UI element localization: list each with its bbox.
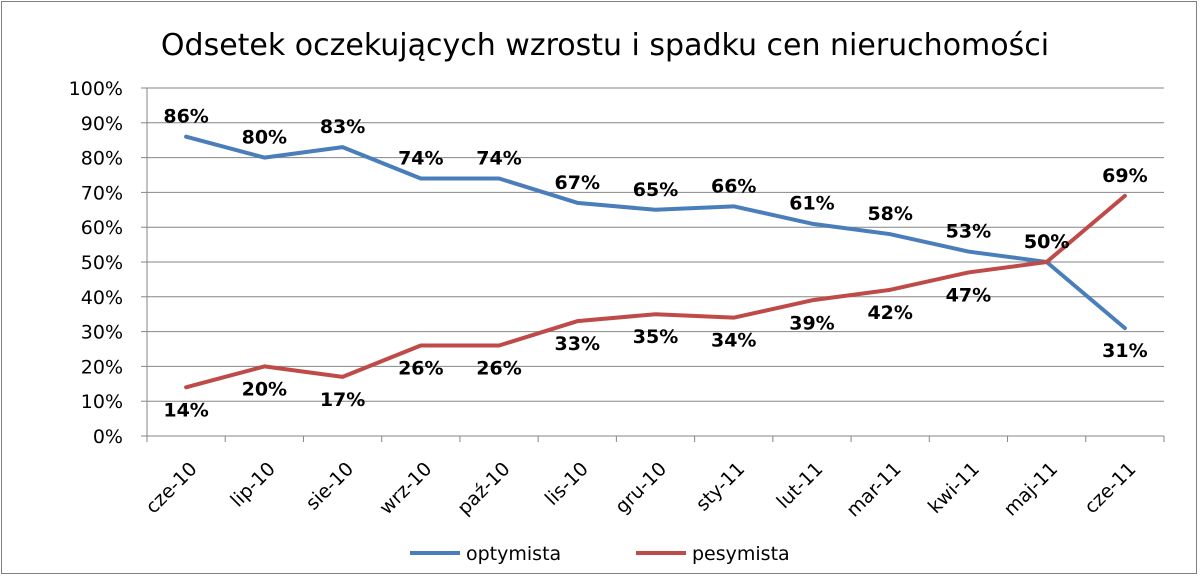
x-tick-label: gru-10	[611, 458, 671, 518]
data-label-pesymista: 50%	[1024, 231, 1069, 253]
data-label-optymista: 74%	[476, 147, 521, 169]
y-tick-label: 60%	[81, 217, 123, 239]
data-label-pesymista: 26%	[398, 358, 443, 380]
data-label-optymista: 53%	[946, 221, 991, 243]
y-tick-label: 80%	[81, 148, 123, 170]
legend-label-optymista: optymista	[466, 543, 561, 565]
data-label-optymista: 74%	[398, 147, 443, 169]
x-axis: cze-10 lip-10 sie-10 wrz-10 paź-10 lis-10 gru-…	[141, 435, 1165, 521]
x-tick-label: cze-11	[1080, 458, 1140, 518]
x-tick-label: wrz-10	[375, 458, 436, 519]
y-tick-label: 20%	[81, 356, 123, 378]
y-axis: 0% 10% 20% 30% 40% 50% 60% 70% 80% 90% 100%	[69, 78, 148, 448]
x-tick-label: lip-10	[226, 458, 279, 511]
x-tick-label: sie-10	[302, 458, 359, 515]
y-tick-label: 100%	[69, 78, 123, 100]
data-label-optymista: 80%	[242, 127, 287, 149]
y-tick-label: 40%	[81, 287, 123, 309]
data-label-pesymista: 14%	[163, 399, 208, 421]
legend: optymista pesymista	[410, 543, 790, 565]
data-label-pesymista: 35%	[633, 326, 678, 348]
data-label-pesymista: 33%	[555, 333, 600, 355]
data-label-optymista: 83%	[320, 116, 365, 138]
grid	[147, 87, 1164, 402]
x-tick-label: cze-10	[141, 458, 201, 518]
y-tick-label: 70%	[81, 182, 123, 204]
data-label-optymista: 65%	[633, 179, 678, 201]
data-labels: 86% 80% 83% 74% 74% 67% 65% 66% 61% 58% 53% 50% 31% 1…	[163, 106, 1147, 422]
data-label-pesymista: 26%	[476, 358, 521, 380]
series-layer	[184, 134, 1127, 390]
y-tick-label: 30%	[81, 322, 123, 344]
data-label-pesymista: 39%	[789, 312, 834, 334]
data-label-pesymista: 20%	[242, 378, 287, 400]
y-tick-label: 50%	[81, 252, 123, 274]
data-label-pesymista: 47%	[946, 284, 991, 306]
x-tick-label: lis-10	[541, 458, 593, 510]
data-label-optymista: 67%	[555, 172, 600, 194]
x-tick-label: lut-11	[772, 458, 827, 513]
chart-title: Odsetek oczekujących wzrostu i spadku ce…	[161, 28, 1049, 63]
series-line-pesymista	[184, 193, 1127, 390]
data-label-optymista: 86%	[163, 106, 208, 128]
series-line-optymista	[184, 134, 1127, 331]
x-tick-label: maj-11	[1000, 458, 1063, 521]
x-tick-label: sty-11	[692, 458, 749, 515]
data-label-optymista: 58%	[867, 203, 912, 225]
data-label-pesymista: 17%	[320, 389, 365, 411]
data-label-pesymista: 34%	[711, 330, 756, 352]
legend-label-pesymista: pesymista	[692, 543, 790, 565]
data-label-optymista: 31%	[1102, 340, 1147, 362]
x-tick-label: paź-10	[453, 458, 514, 519]
x-tick-label: mar-11	[842, 458, 905, 521]
y-tick-label: 90%	[81, 113, 123, 135]
data-label-optymista: 50%	[1024, 231, 1069, 253]
y-tick-label: 10%	[81, 391, 123, 413]
x-tick-label: kwi-11	[924, 458, 984, 518]
data-label-pesymista: 42%	[867, 302, 912, 324]
data-label-optymista: 66%	[711, 175, 756, 197]
data-label-pesymista: 69%	[1102, 165, 1147, 187]
y-tick-label: 0%	[93, 426, 123, 448]
data-label-optymista: 61%	[789, 193, 834, 215]
